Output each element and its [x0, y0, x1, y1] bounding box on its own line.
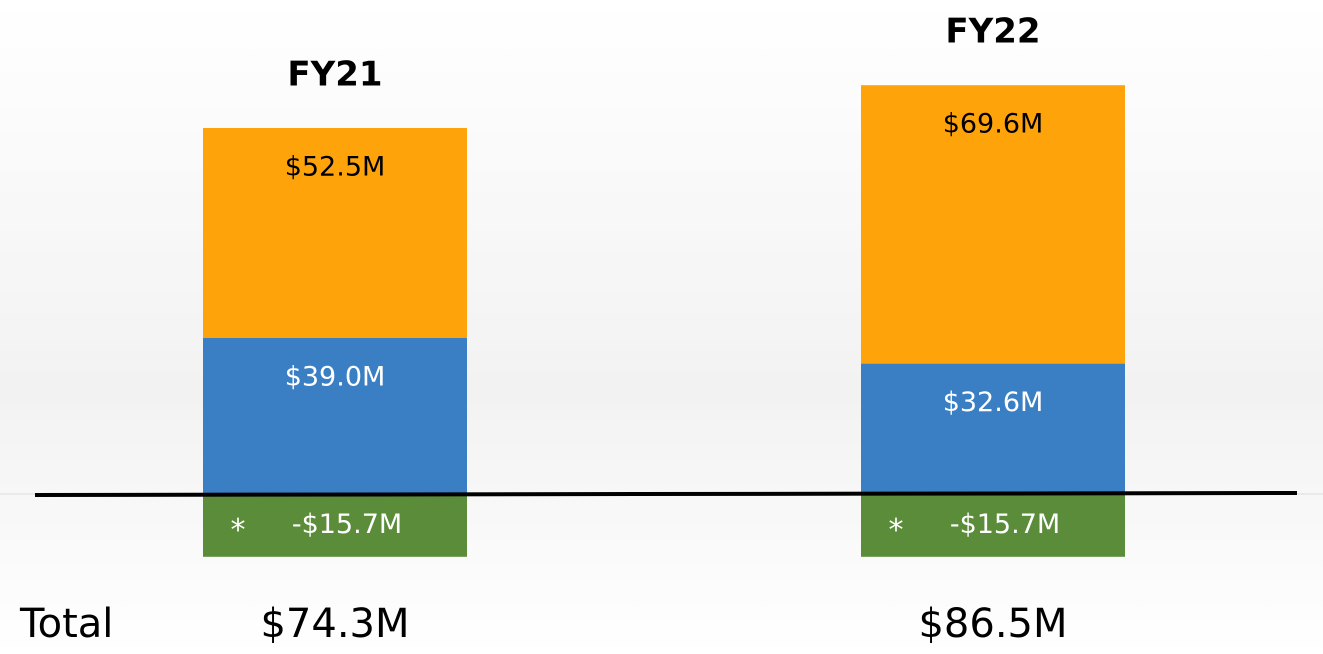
value-label: $39.0M — [285, 362, 386, 393]
value-label: $32.6M — [943, 387, 1044, 418]
category-label: FY22 — [945, 12, 1040, 52]
value-label: $69.6M — [943, 109, 1044, 140]
marker: * — [231, 513, 246, 548]
bar-segment — [203, 494, 467, 557]
value-label: -$15.7M — [292, 509, 402, 540]
bar-segment — [861, 494, 1125, 557]
bar-segment — [203, 128, 467, 338]
total-value: $74.3M — [260, 601, 409, 647]
bar-segment — [861, 85, 1125, 364]
bar-segment — [203, 338, 467, 494]
total-label: Total — [19, 601, 113, 647]
bar-segment — [861, 363, 1125, 494]
total-value: $86.5M — [918, 601, 1067, 647]
category-label: FY21 — [287, 55, 382, 95]
marker: * — [889, 513, 904, 548]
value-label: $52.5M — [285, 152, 386, 183]
zero-line — [34, 491, 1298, 497]
value-label: -$15.7M — [950, 509, 1060, 540]
